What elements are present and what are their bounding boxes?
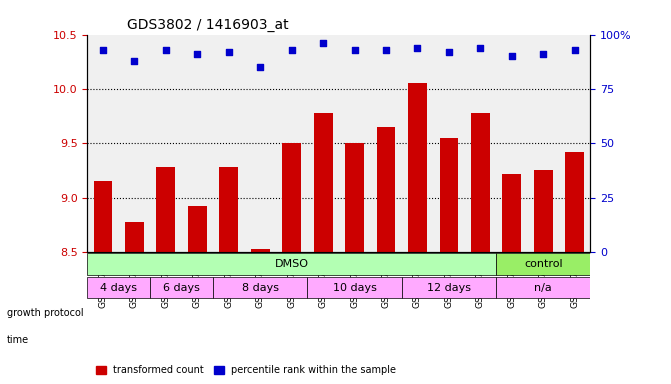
Point: [129, 58, 140, 64]
Bar: [496, 277, 590, 298]
Text: 4 days: 4 days: [100, 283, 137, 293]
Point: [287, 47, 297, 53]
Bar: [87, 277, 150, 298]
Bar: [125, 222, 144, 252]
Text: 12 days: 12 days: [427, 283, 471, 293]
Bar: [496, 253, 590, 275]
Text: time: time: [7, 335, 29, 345]
Text: 8 days: 8 days: [242, 283, 278, 293]
Point: [475, 45, 486, 51]
Bar: [440, 138, 458, 252]
Bar: [307, 277, 402, 298]
Bar: [503, 174, 521, 252]
Bar: [219, 167, 238, 252]
Text: GDS3802 / 1416903_at: GDS3802 / 1416903_at: [127, 18, 289, 32]
Bar: [282, 143, 301, 252]
Point: [444, 49, 454, 55]
Bar: [251, 249, 270, 252]
Point: [570, 47, 580, 53]
Bar: [565, 152, 584, 252]
Bar: [408, 83, 427, 252]
Point: [255, 64, 266, 70]
Bar: [156, 167, 175, 252]
Point: [318, 40, 329, 46]
Point: [349, 47, 360, 53]
Point: [507, 53, 517, 60]
Text: DMSO: DMSO: [274, 259, 309, 269]
Bar: [471, 113, 490, 252]
Text: n/a: n/a: [534, 283, 552, 293]
Point: [97, 47, 108, 53]
Bar: [213, 277, 307, 298]
Bar: [402, 277, 496, 298]
Text: growth protocol: growth protocol: [7, 308, 83, 318]
Bar: [313, 113, 333, 252]
Point: [412, 45, 423, 51]
Point: [380, 47, 391, 53]
Text: 10 days: 10 days: [333, 283, 376, 293]
Bar: [345, 143, 364, 252]
Bar: [188, 206, 207, 252]
Point: [160, 47, 171, 53]
Legend: transformed count, percentile rank within the sample: transformed count, percentile rank withi…: [92, 361, 401, 379]
Bar: [93, 181, 113, 252]
Text: control: control: [524, 259, 562, 269]
Point: [223, 49, 234, 55]
Bar: [376, 127, 395, 252]
Point: [192, 51, 203, 57]
Bar: [534, 170, 553, 252]
Point: [538, 51, 549, 57]
Bar: [150, 277, 213, 298]
Bar: [87, 253, 496, 275]
Text: 6 days: 6 days: [163, 283, 200, 293]
